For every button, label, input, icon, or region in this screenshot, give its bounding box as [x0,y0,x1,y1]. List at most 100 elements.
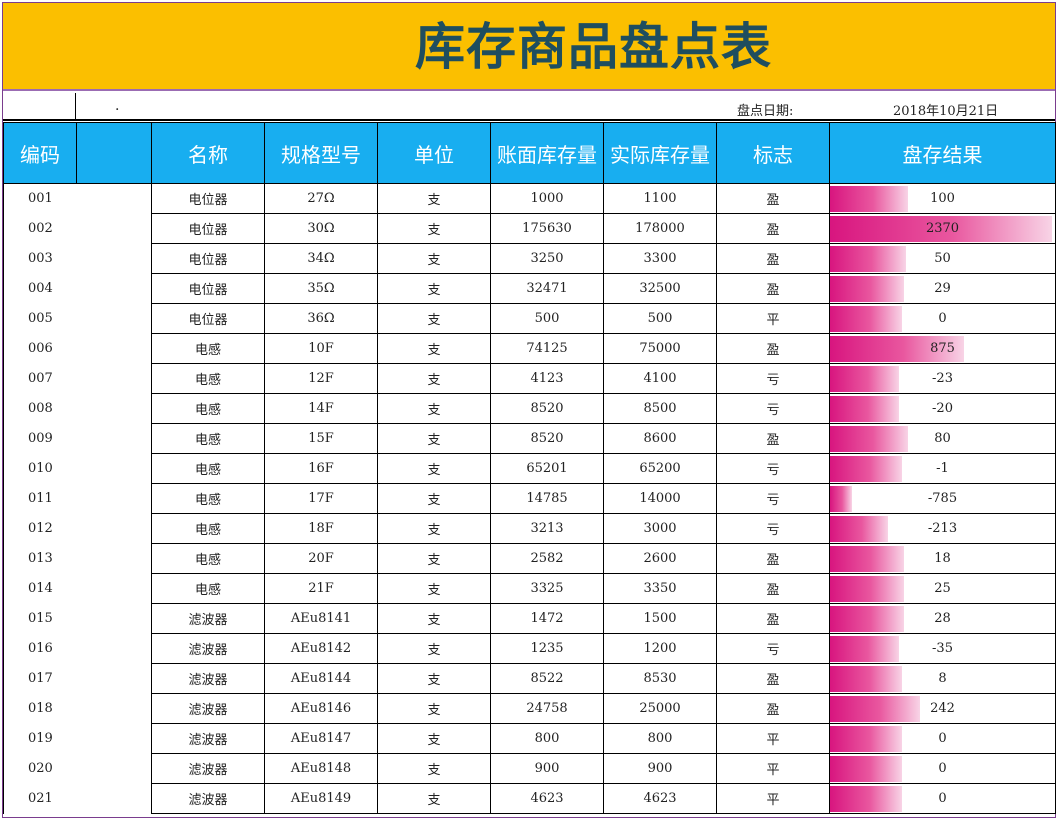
code-cell[interactable]: 005 [3,303,77,334]
spec-cell[interactable]: AEu8144 [264,663,378,694]
result-cell[interactable]: 0 [829,723,1056,754]
code-cell[interactable]: 004 [3,273,77,304]
spec-cell[interactable]: 16F [264,453,378,484]
code-cell[interactable]: 003 [3,243,77,274]
blank-cell[interactable] [76,393,152,424]
flag-cell[interactable]: 亏 [716,633,830,664]
header-book-stock[interactable]: 账面库存量 [490,122,604,184]
name-cell[interactable]: 滤波器 [151,693,265,724]
actual-stock-cell[interactable]: 65200 [603,453,717,484]
unit-cell[interactable]: 支 [377,483,491,514]
book-stock-cell[interactable]: 3250 [490,243,604,274]
name-cell[interactable]: 电位器 [151,243,265,274]
flag-cell[interactable]: 平 [716,753,830,784]
flag-cell[interactable]: 盈 [716,333,830,364]
actual-stock-cell[interactable]: 25000 [603,693,717,724]
flag-cell[interactable]: 盈 [716,273,830,304]
blank-cell[interactable] [76,303,152,334]
result-cell[interactable]: 875 [829,333,1056,364]
blank-cell[interactable] [76,243,152,274]
book-stock-cell[interactable]: 3213 [490,513,604,544]
book-stock-cell[interactable]: 8520 [490,423,604,454]
name-cell[interactable]: 电位器 [151,273,265,304]
actual-stock-cell[interactable]: 14000 [603,483,717,514]
header-actual-stock[interactable]: 实际库存量 [603,122,717,184]
header-blank[interactable] [76,122,152,184]
code-cell[interactable]: 018 [3,693,77,724]
flag-cell[interactable]: 盈 [716,423,830,454]
spec-cell[interactable]: 27Ω [264,183,378,214]
result-cell[interactable]: -20 [829,393,1056,424]
actual-stock-cell[interactable]: 900 [603,753,717,784]
actual-stock-cell[interactable]: 8530 [603,663,717,694]
result-cell[interactable]: 50 [829,243,1056,274]
book-stock-cell[interactable]: 8520 [490,393,604,424]
book-stock-cell[interactable]: 1235 [490,633,604,664]
book-stock-cell[interactable]: 500 [490,303,604,334]
spec-cell[interactable]: AEu8141 [264,603,378,634]
spec-cell[interactable]: AEu8142 [264,633,378,664]
blank-cell[interactable] [76,483,152,514]
name-cell[interactable]: 滤波器 [151,723,265,754]
name-cell[interactable]: 滤波器 [151,753,265,784]
name-cell[interactable]: 电感 [151,333,265,364]
code-cell[interactable]: 014 [3,573,77,604]
flag-cell[interactable]: 平 [716,723,830,754]
name-cell[interactable]: 电感 [151,423,265,454]
blank-cell[interactable] [76,663,152,694]
code-cell[interactable]: 017 [3,663,77,694]
name-cell[interactable]: 电感 [151,393,265,424]
unit-cell[interactable]: 支 [377,783,491,814]
code-cell[interactable]: 021 [3,783,77,814]
flag-cell[interactable]: 盈 [716,183,830,214]
blank-cell[interactable] [76,273,152,304]
code-cell[interactable]: 001 [3,183,77,214]
unit-cell[interactable]: 支 [377,213,491,244]
blank-cell[interactable] [76,363,152,394]
header-result[interactable]: 盘存结果 [829,122,1056,184]
name-cell[interactable]: 电感 [151,453,265,484]
name-cell[interactable]: 滤波器 [151,603,265,634]
header-name[interactable]: 名称 [151,122,265,184]
actual-stock-cell[interactable]: 8500 [603,393,717,424]
code-cell[interactable]: 013 [3,543,77,574]
result-cell[interactable]: 80 [829,423,1056,454]
result-cell[interactable]: 8 [829,663,1056,694]
actual-stock-cell[interactable]: 3300 [603,243,717,274]
code-cell[interactable]: 011 [3,483,77,514]
code-cell[interactable]: 019 [3,723,77,754]
code-cell[interactable]: 016 [3,633,77,664]
result-cell[interactable]: -213 [829,513,1056,544]
unit-cell[interactable]: 支 [377,753,491,784]
unit-cell[interactable]: 支 [377,393,491,424]
flag-cell[interactable]: 亏 [716,513,830,544]
name-cell[interactable]: 电感 [151,483,265,514]
spec-cell[interactable]: 15F [264,423,378,454]
unit-cell[interactable]: 支 [377,423,491,454]
unit-cell[interactable]: 支 [377,663,491,694]
actual-stock-cell[interactable]: 75000 [603,333,717,364]
result-cell[interactable]: -23 [829,363,1056,394]
book-stock-cell[interactable]: 1472 [490,603,604,634]
flag-cell[interactable]: 盈 [716,603,830,634]
actual-stock-cell[interactable]: 3350 [603,573,717,604]
blank-cell[interactable] [76,213,152,244]
book-stock-cell[interactable]: 2582 [490,543,604,574]
book-stock-cell[interactable]: 800 [490,723,604,754]
code-cell[interactable]: 006 [3,333,77,364]
name-cell[interactable]: 电感 [151,573,265,604]
book-stock-cell[interactable]: 4623 [490,783,604,814]
spec-cell[interactable]: 34Ω [264,243,378,274]
spec-cell[interactable]: 30Ω [264,213,378,244]
result-cell[interactable]: 0 [829,303,1056,334]
spec-cell[interactable]: 12F [264,363,378,394]
name-cell[interactable]: 电位器 [151,213,265,244]
result-cell[interactable]: 0 [829,753,1056,784]
name-cell[interactable]: 电感 [151,363,265,394]
result-cell[interactable]: -35 [829,633,1056,664]
code-cell[interactable]: 007 [3,363,77,394]
name-cell[interactable]: 滤波器 [151,633,265,664]
result-cell[interactable]: 0 [829,783,1056,814]
book-stock-cell[interactable]: 3325 [490,573,604,604]
blank-cell[interactable] [76,603,152,634]
